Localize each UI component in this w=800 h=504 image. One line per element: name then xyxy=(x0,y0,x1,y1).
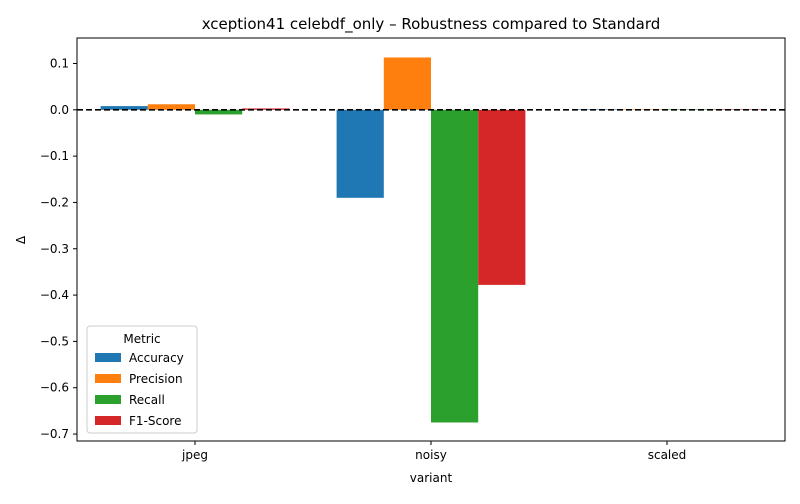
legend-title: Metric xyxy=(123,332,160,346)
bar-jpeg-accuracy xyxy=(100,106,148,110)
y-tick-label: 0.1 xyxy=(50,56,69,70)
legend-box xyxy=(86,325,198,434)
chart-title: xception41 celebdf_only – Robustness com… xyxy=(202,15,661,34)
bar-jpeg-recall xyxy=(195,109,243,115)
bar-scaled-precision xyxy=(619,109,667,110)
y-tick-label: −0.7 xyxy=(40,427,69,441)
y-tick-label: −0.2 xyxy=(40,195,69,209)
x-tick-label: jpeg xyxy=(181,448,208,462)
bar-scaled-accuracy xyxy=(572,109,620,110)
legend-label: F1-Score xyxy=(129,414,181,428)
legend-label: Precision xyxy=(129,372,183,386)
legend-label: Recall xyxy=(129,393,165,407)
y-axis-label: Δ xyxy=(14,235,28,244)
bar-jpeg-f1-score xyxy=(242,108,290,110)
y-tick-label: 0.0 xyxy=(50,103,69,117)
y-tick-label: −0.1 xyxy=(40,149,69,163)
legend-swatch-f1-score xyxy=(95,416,121,425)
bar-noisy-recall xyxy=(431,109,479,423)
legend-swatch-recall xyxy=(95,395,121,404)
axes-layer: jpeg noisy scaled 0.1 0.0 −0.1 −0.2 −0.3 −0.4 −0.… xyxy=(40,56,686,462)
legend-swatch-accuracy xyxy=(95,353,121,362)
x-tick-label: noisy xyxy=(415,448,447,462)
bars-layer xyxy=(100,57,762,423)
x-tick-label: scaled xyxy=(648,448,687,462)
x-axis-label: variant xyxy=(410,471,453,485)
bar-noisy-precision xyxy=(383,57,431,110)
bar-noisy-f1-score xyxy=(478,109,526,285)
y-tick-label: −0.5 xyxy=(40,334,69,348)
legend-swatch-precision xyxy=(95,374,121,383)
y-tick-label: −0.4 xyxy=(40,288,69,302)
y-tick-label: −0.6 xyxy=(40,381,69,395)
bar-jpeg-precision xyxy=(147,104,195,110)
y-tick-label: −0.3 xyxy=(40,242,69,256)
legend: Metric Accuracy Precision Recall F1-Score xyxy=(86,325,198,434)
bar-noisy-accuracy xyxy=(336,109,384,198)
legend-label: Accuracy xyxy=(129,351,184,365)
